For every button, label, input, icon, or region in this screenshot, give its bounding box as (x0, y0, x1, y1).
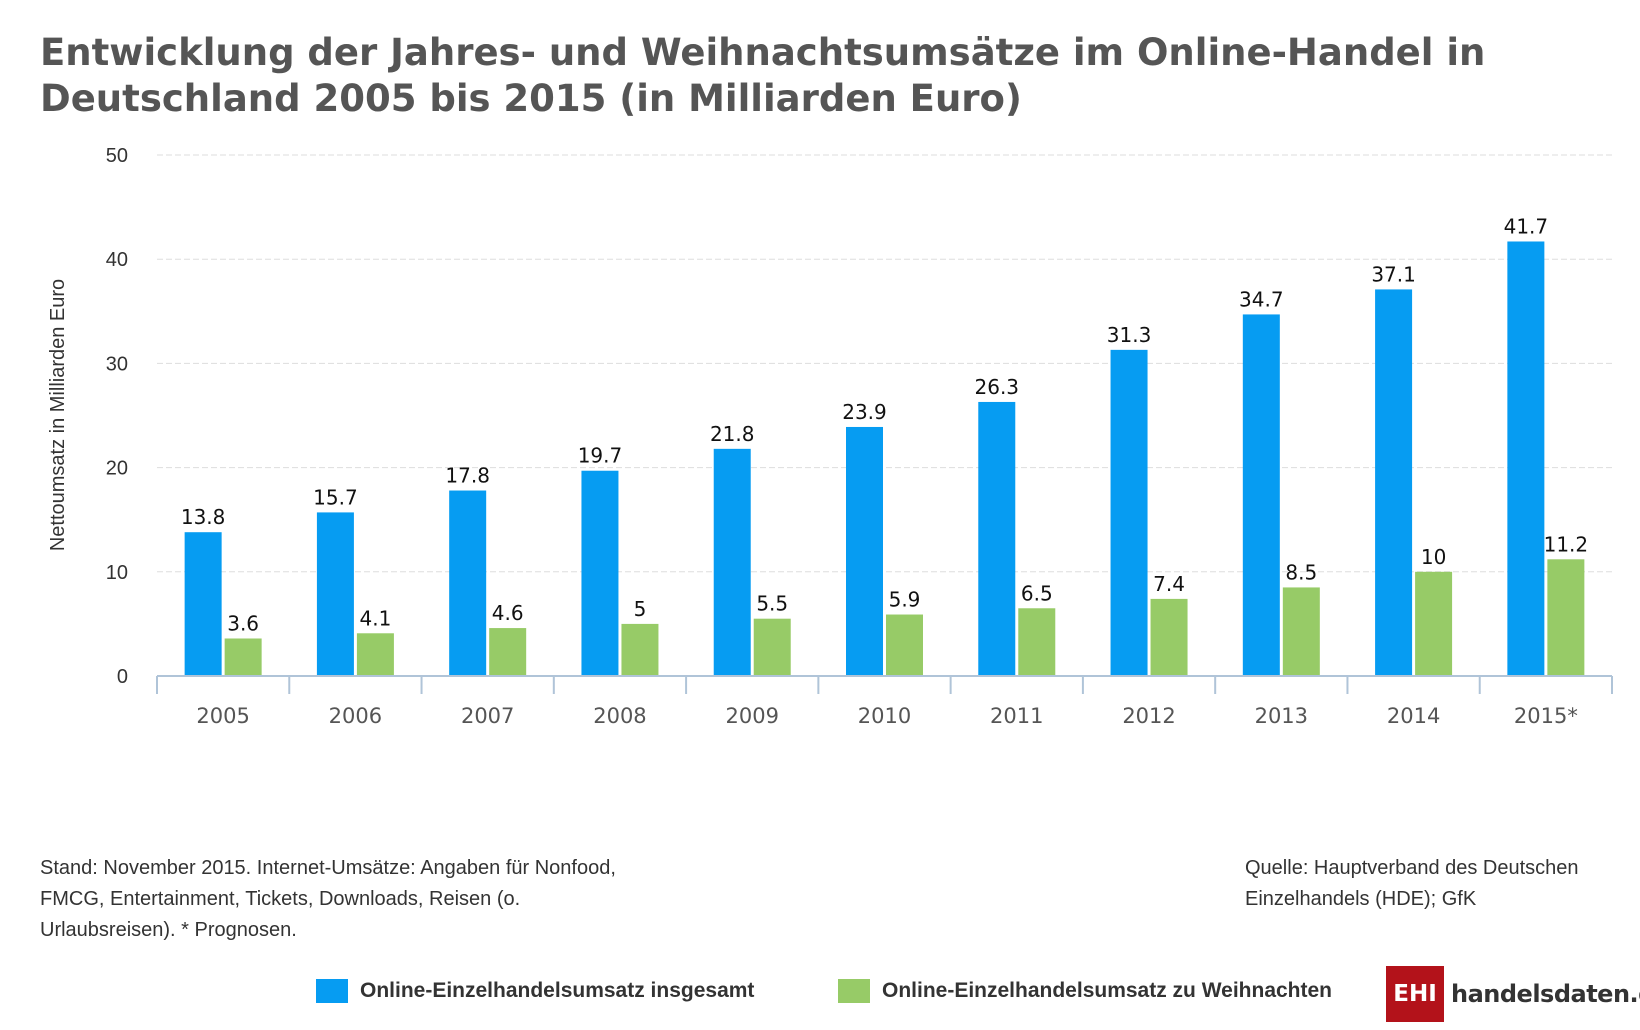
y-tick-labels: 0 10 20 30 40 50 (106, 145, 128, 688)
data-label-christmas-2014: 10 (1421, 545, 1446, 569)
data-label-total-2015*: 41.7 (1504, 214, 1549, 238)
bar-total-2009 (713, 448, 751, 676)
bar-christmas-2005 (224, 638, 262, 676)
x-tick-label: 2010 (858, 704, 911, 728)
bar-christmas-2013 (1282, 587, 1320, 676)
legend-item-christmas: Online-Einzelhandelsumsatz zu Weihnachte… (838, 978, 1332, 1004)
x-tick-label: 2011 (990, 704, 1043, 728)
bars (184, 241, 1585, 676)
legend-swatch-christmas (838, 979, 870, 1003)
bar-total-2005 (184, 532, 222, 676)
bar-total-2014 (1375, 289, 1413, 676)
data-label-christmas-2010: 5.9 (889, 588, 921, 612)
x-tick-label: 2012 (1122, 704, 1175, 728)
data-label-total-2013: 34.7 (1239, 287, 1284, 311)
x-tick-label: 2013 (1255, 704, 1308, 728)
x-tick-label: 2014 (1387, 704, 1440, 728)
legend-item-total: Online-Einzelhandelsumsatz insgesamt (316, 978, 754, 1004)
data-label-christmas-2005: 3.6 (227, 611, 259, 635)
data-label-total-2006: 15.7 (313, 485, 358, 509)
data-label-total-2007: 17.8 (445, 464, 490, 488)
y-axis-title: Nettoumsatz in Milliarden Euro (47, 279, 69, 551)
data-label-total-2011: 26.3 (975, 375, 1020, 399)
legend-swatch-total (316, 979, 348, 1003)
bar-total-2011 (978, 401, 1016, 676)
x-tick-labels: 2005 2006 2007 2008 2009 2010 2011 2012 2013 2014… (196, 704, 1577, 728)
x-tick-label: 2009 (726, 704, 779, 728)
bar-christmas-2007 (489, 628, 527, 676)
bar-total-2007 (449, 490, 487, 676)
bar-christmas-2010 (886, 614, 923, 676)
data-label-total-2014: 37.1 (1371, 262, 1416, 286)
bar-christmas-2012 (1150, 598, 1188, 676)
x-tick-label: 2015* (1514, 704, 1578, 728)
y-tick-label: 40 (106, 249, 128, 271)
bar-christmas-2015* (1547, 559, 1585, 676)
data-label-total-2010: 23.9 (842, 400, 887, 424)
bar-total-2015* (1507, 241, 1545, 676)
bar-christmas-2014 (1415, 571, 1453, 676)
y-tick-label: 10 (106, 562, 128, 584)
bar-total-2006 (316, 512, 354, 676)
bar-chart: 0 10 20 30 40 50 13.8 15.7 17.8 19.7 21.8 23.9 26.3… (47, 145, 1613, 728)
logo-mark: EHI (1386, 966, 1444, 1022)
data-label-christmas-2008: 5 (634, 597, 647, 621)
bar-christmas-2011 (1018, 608, 1056, 676)
x-tick-label: 2008 (593, 704, 646, 728)
bar-christmas-2006 (356, 633, 394, 676)
bar-total-2010 (846, 426, 883, 676)
footnote: Stand: November 2015. Internet-Umsätze: … (40, 857, 616, 941)
bar-total-2013 (1242, 314, 1280, 676)
logo-text: handelsdaten.de (1451, 980, 1640, 1008)
y-tick-label: 20 (106, 458, 128, 480)
bar-total-2012 (1110, 349, 1148, 676)
data-label-christmas-2009: 5.5 (756, 592, 788, 616)
data-labels: 13.8 15.7 17.8 19.7 21.8 23.9 26.3 31.3 34.7 37.1… (181, 214, 1588, 635)
data-label-christmas-2011: 6.5 (1021, 581, 1053, 605)
data-label-christmas-2012: 7.4 (1153, 572, 1185, 596)
x-tick-label: 2006 (329, 704, 382, 728)
data-label-christmas-2006: 4.1 (360, 606, 392, 630)
source-note: Quelle: Hauptverband des Deutschen Einze… (1245, 857, 1579, 910)
data-label-christmas-2007: 4.6 (492, 601, 524, 625)
y-tick-label: 30 (106, 353, 128, 375)
data-label-christmas-2015*: 11.2 (1544, 532, 1589, 556)
x-tick-label: 2007 (461, 704, 514, 728)
data-label-total-2008: 19.7 (578, 444, 623, 468)
x-axis (156, 675, 1613, 694)
chart-title: Entwicklung der Jahres- und Weihnachtsum… (40, 31, 1486, 120)
data-label-christmas-2013: 8.5 (1285, 560, 1317, 584)
x-tick-label: 2005 (196, 704, 249, 728)
data-label-total-2012: 31.3 (1107, 323, 1152, 347)
data-label-total-2005: 13.8 (181, 505, 226, 529)
data-label-total-2009: 21.8 (710, 422, 755, 446)
ehi-logo: EHI handelsdaten.de (1386, 966, 1640, 1022)
legend-label-christmas: Online-Einzelhandelsumsatz zu Weihnachte… (882, 979, 1333, 1002)
legend-label-total: Online-Einzelhandelsumsatz insgesamt (360, 979, 755, 1002)
bar-total-2008 (581, 470, 619, 676)
bar-christmas-2008 (621, 623, 659, 676)
y-tick-label: 0 (117, 666, 128, 688)
bar-christmas-2009 (753, 618, 791, 676)
y-tick-label: 50 (106, 145, 128, 167)
